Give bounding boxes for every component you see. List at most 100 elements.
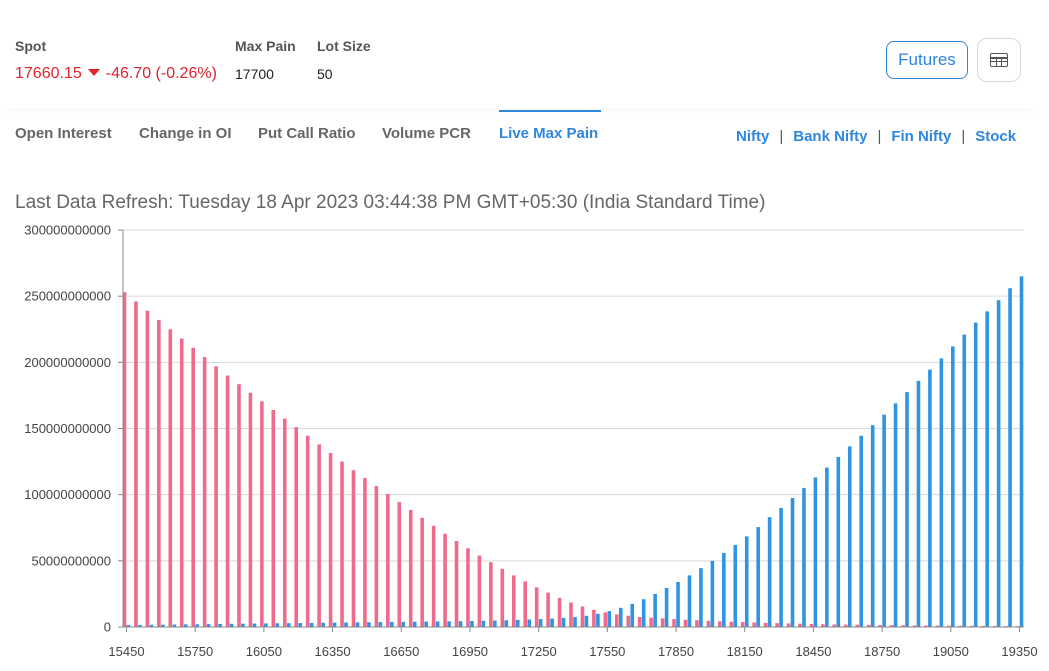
- bar-series-1: [569, 602, 573, 627]
- bar-series-2: [435, 621, 440, 627]
- bar-series-1: [363, 478, 367, 628]
- bar-series-1: [969, 625, 974, 627]
- bar-series-2: [618, 607, 623, 627]
- bar-series-1: [580, 606, 585, 627]
- max-pain-chart: 0 50000000000 100000000000 150000000000 2000…: [24, 223, 1037, 660]
- bar-series-2: [149, 624, 154, 627]
- bar-series-2: [344, 622, 348, 627]
- bar-series-1: [408, 509, 413, 627]
- bar-series-1: [729, 621, 734, 627]
- y-tick-label: 200000000000: [24, 355, 111, 370]
- bar-series-1: [981, 625, 985, 627]
- bar-series-2: [744, 536, 749, 627]
- x-tick-label: 16050: [246, 644, 282, 659]
- tab-live-max-pain[interactable]: Live Max Pain: [499, 125, 599, 142]
- bar-series-1: [626, 615, 631, 627]
- bar-series-2: [275, 623, 280, 627]
- bar-series-2: [664, 587, 669, 627]
- bar-series-2: [401, 621, 406, 627]
- bar-series-1: [947, 625, 951, 627]
- bar-series-2: [252, 623, 257, 627]
- tab-open-interest[interactable]: Open Interest: [15, 125, 112, 142]
- bar-series-1: [202, 357, 207, 627]
- bar-series-2: [424, 621, 428, 627]
- bar-series-1: [466, 548, 470, 627]
- bar-series-1: [145, 310, 150, 627]
- bar-series-2: [790, 497, 795, 627]
- bar-series-1: [557, 597, 562, 627]
- x-tick-label: 17550: [589, 644, 625, 659]
- bar-series-2: [641, 599, 646, 627]
- bar-series-2: [607, 611, 612, 627]
- bar-series-1: [672, 619, 676, 627]
- bar-series-2: [229, 623, 234, 627]
- bar-series-1: [214, 366, 218, 627]
- bar-series-1: [477, 555, 482, 627]
- spot-label: Spot: [15, 38, 47, 54]
- bar-series-2: [264, 623, 268, 627]
- max-pain-label: Max Pain: [235, 38, 296, 54]
- lot-size-label: Lot Size: [317, 38, 371, 54]
- bar-series-1: [843, 624, 848, 627]
- bar-series-1: [431, 525, 436, 627]
- tab-volume-pcr[interactable]: Volume PCR: [382, 125, 471, 142]
- futures-button[interactable]: Futures: [886, 41, 968, 79]
- bar-series-2: [183, 624, 188, 627]
- spot-value-row: 17660.15 -46.70 (-0.26%): [15, 65, 217, 83]
- bar-series-2: [470, 621, 474, 627]
- tab-put-call-ratio[interactable]: Put Call Ratio: [258, 125, 356, 142]
- max-pain-stat: Max Pain 17700: [235, 38, 296, 82]
- bar-series-1: [752, 622, 756, 627]
- tab-change-in-oi[interactable]: Change in OI: [139, 125, 232, 142]
- bar-series-1: [443, 533, 447, 627]
- bar-series-1: [420, 517, 424, 627]
- spot-change: -46.70 (-0.26%): [105, 65, 217, 82]
- bar-series-1: [305, 435, 310, 627]
- x-tick-label: 16950: [452, 644, 488, 659]
- bar-series-1: [866, 624, 871, 627]
- bar-series-2: [733, 544, 738, 627]
- bar-series-2: [550, 618, 554, 627]
- bar-series-2: [309, 622, 314, 627]
- bar-series-1: [832, 624, 837, 627]
- bar-series-2: [893, 403, 898, 627]
- bar-series-1: [889, 625, 894, 627]
- bar-series-1: [328, 452, 333, 627]
- bar-series-1: [386, 494, 390, 627]
- bar-series-1: [695, 620, 699, 627]
- bar-series-2: [962, 334, 967, 627]
- bar-series-2: [870, 425, 875, 627]
- bar-series-2: [584, 615, 589, 627]
- y-tick-label: 50000000000: [31, 553, 111, 568]
- x-tick-label: 19350: [1001, 644, 1037, 659]
- bar-series-2: [779, 507, 783, 627]
- bar-series-1: [649, 617, 653, 627]
- bar-series-1: [282, 418, 287, 627]
- x-tick-label: 15450: [108, 644, 144, 659]
- link-nifty[interactable]: Nifty: [736, 128, 770, 145]
- bar-series-1: [740, 622, 745, 627]
- x-tick-label: 15750: [177, 644, 213, 659]
- link-stock[interactable]: Stock: [975, 128, 1017, 145]
- bar-series-2: [859, 435, 864, 627]
- bar-series-2: [596, 613, 600, 627]
- bar-series-2: [172, 624, 177, 627]
- table-view-button[interactable]: [977, 38, 1021, 82]
- bar-series-1: [924, 625, 928, 627]
- bar-series-2: [630, 603, 635, 627]
- bar-series-2: [390, 621, 394, 627]
- link-fin-nifty[interactable]: Fin Nifty: [891, 128, 952, 145]
- bar-series-1: [511, 575, 516, 627]
- bar-series-2: [355, 622, 360, 627]
- x-tick-label: 16350: [314, 644, 350, 659]
- bar-series-2: [321, 622, 325, 627]
- bar-series-2: [286, 623, 291, 627]
- link-bank-nifty[interactable]: Bank Nifty: [793, 128, 868, 145]
- lot-size-stat: Lot Size 50: [317, 38, 371, 82]
- bar-series-1: [706, 620, 711, 627]
- bar-series-1: [637, 617, 642, 627]
- x-tick-label: 19050: [933, 644, 969, 659]
- bar-series-1: [683, 619, 688, 627]
- link-separator: |: [877, 128, 882, 145]
- bar-series-1: [786, 623, 791, 627]
